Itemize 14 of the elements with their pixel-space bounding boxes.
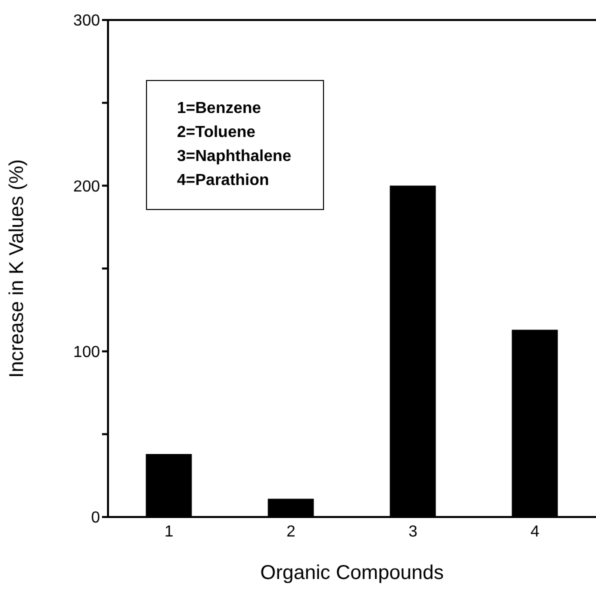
x-tick-label: 2 bbox=[286, 523, 296, 540]
annotation: 4=Parathion bbox=[177, 171, 270, 191]
y-tick-label: 200 bbox=[73, 178, 100, 196]
annotation: 3=Naphthalene bbox=[177, 147, 292, 167]
y-tick-label: 100 bbox=[73, 344, 100, 362]
x-tick-label: 4 bbox=[530, 523, 540, 540]
x-tick-label: 3 bbox=[408, 523, 418, 540]
x-axis-title: Organic Compounds bbox=[260, 562, 444, 584]
annotation: 2=Toluene bbox=[177, 123, 256, 143]
y-tick-label: 0 bbox=[91, 510, 100, 527]
y-axis-title: Increase in K Values (%) bbox=[6, 159, 28, 378]
annotation: 1=Benzene bbox=[177, 99, 262, 119]
x-tick-label: 1 bbox=[164, 523, 174, 540]
y-tick-label: 300 bbox=[73, 12, 100, 30]
